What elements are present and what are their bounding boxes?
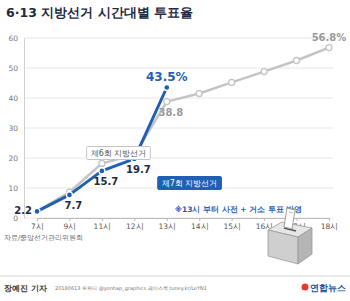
legend-box — [158, 177, 222, 190]
y-axis: 0102030405060 — [8, 34, 24, 223]
logo: 연합뉴스 — [310, 283, 346, 293]
footer-author: 장예진 기자 — [4, 284, 47, 293]
x-tick: 13시 — [159, 218, 177, 231]
data-label: 38.8 — [158, 107, 183, 118]
y-tick-label: 50 — [8, 64, 18, 73]
y-tick-label: 60 — [8, 34, 18, 43]
x-tick: 14시 — [191, 218, 209, 231]
series-marker — [66, 192, 72, 198]
series-marker — [34, 208, 40, 214]
logo-mark — [302, 284, 309, 291]
legend-box — [87, 147, 151, 160]
series-marker — [261, 69, 267, 75]
y-axis-line — [24, 39, 25, 219]
plot — [34, 45, 332, 215]
x-tick-label: 15시 — [223, 222, 241, 231]
y-tick-label: 30 — [8, 124, 18, 133]
x-tick: 12시 — [126, 218, 144, 231]
series-marker — [294, 58, 300, 64]
x-tick: 11시 — [94, 218, 112, 231]
x-tick-label: 18시 — [321, 222, 339, 231]
x-tick-mark — [232, 218, 233, 221]
y-tick: 60 — [8, 34, 24, 43]
grid-line — [24, 128, 333, 129]
title: 6·13 지방선거 시간대별 투표율 — [6, 5, 193, 20]
x-tick-mark — [134, 218, 135, 221]
legend: 제6회 지방선거제7회 지방선거 — [87, 147, 222, 190]
x-tick-label: 14시 — [191, 222, 209, 231]
x-tick-mark — [69, 218, 70, 221]
legend-label: 제6회 지방선거 — [91, 149, 147, 158]
icon-part — [298, 228, 312, 264]
ballot-box-icon — [268, 208, 312, 264]
icon-part — [284, 208, 295, 229]
data-label: 19.7 — [126, 164, 151, 175]
x-tick: 15시 — [223, 218, 241, 231]
x-tick-label: 11시 — [94, 222, 112, 231]
y-tick: 30 — [8, 124, 24, 133]
footer-info: 20180613 트위터 @yonhap_graphics 페이스북 tuney… — [55, 285, 207, 292]
x-tick: 7시 — [31, 218, 44, 231]
grid-line — [24, 158, 333, 159]
x-tick-label: 12시 — [126, 222, 144, 231]
x-tick-mark — [297, 218, 298, 221]
y-tick-label: 20 — [8, 154, 18, 163]
annotation: ※13시 부터 사전 + 거소 투표 반영 — [175, 205, 303, 214]
grid — [24, 38, 333, 218]
x-tick-mark — [102, 218, 103, 221]
series-marker — [326, 45, 332, 51]
series-line — [37, 88, 167, 212]
legend-item: 제7회 지방선거 — [158, 177, 222, 190]
y-tick: 20 — [8, 154, 24, 163]
data-labels: 38.8 56.8% 2.2 7.7 15.7 19.7 43.5% — [14, 32, 346, 217]
grid-line — [24, 68, 333, 69]
y-tick: 50 — [8, 64, 24, 73]
chart: 6·13 지방선거 시간대별 투표율01020304050607시9시11시12… — [0, 0, 350, 301]
data-label: 2.2 — [14, 205, 32, 216]
data-label: 43.5% — [146, 70, 188, 84]
legend-label: 제7회 지방선거 — [162, 179, 218, 188]
series-marker — [34, 208, 40, 214]
x-tick-mark — [167, 218, 168, 221]
x-tick-mark — [329, 218, 330, 221]
series-marker — [99, 168, 105, 174]
series-marker — [164, 85, 170, 91]
footer-divider — [0, 276, 350, 277]
legend-item: 제6회 지방선거 — [87, 147, 151, 160]
x-tick: 9시 — [64, 218, 77, 231]
series-line — [37, 48, 329, 212]
series-marker — [229, 79, 235, 85]
x-tick-label: 9시 — [64, 222, 77, 231]
data-label: 7.7 — [65, 200, 83, 211]
x-tick-mark — [264, 218, 265, 221]
x-tick: 18시 — [321, 218, 339, 231]
x-tick-label: 13시 — [159, 222, 177, 231]
data-label: 15.7 — [94, 176, 119, 187]
series-marker — [99, 160, 105, 166]
y-tick: 40 — [8, 94, 24, 103]
x-tick-mark — [199, 218, 200, 221]
y-tick-label: 40 — [8, 94, 18, 103]
grid-line — [24, 38, 333, 39]
source: 자료/중앙선거관리위원회 — [4, 234, 83, 242]
icon-part — [268, 230, 298, 264]
series-marker — [164, 99, 170, 105]
x-tick-mark — [37, 218, 38, 221]
series-marker — [196, 91, 202, 97]
data-label: 56.8% — [312, 32, 347, 43]
x-tick-label: 7시 — [31, 222, 44, 231]
icon-part — [289, 212, 293, 213]
y-tick-label: 10 — [8, 184, 18, 193]
y-tick: 10 — [8, 184, 24, 193]
